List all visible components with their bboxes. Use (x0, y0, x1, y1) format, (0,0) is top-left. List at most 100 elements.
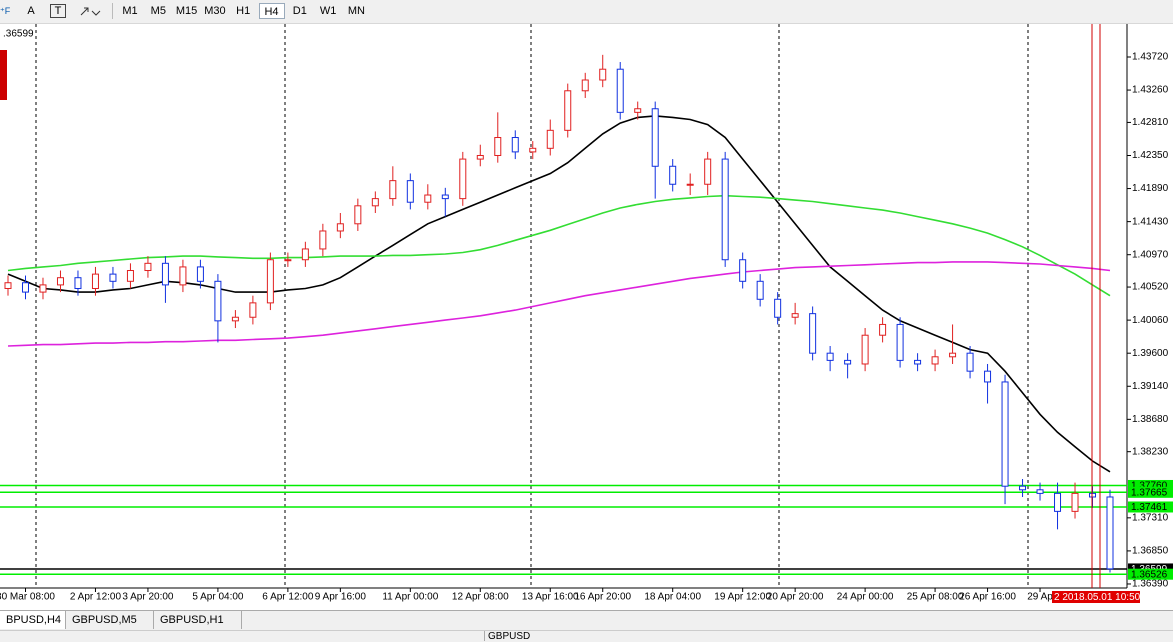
candle-body (319, 230, 327, 250)
candle-body (949, 352, 957, 358)
x-tick-label: 3 Apr 20:00 (122, 592, 174, 603)
x-tick-label: 25 Apr 08:00 (907, 592, 964, 603)
y-tick-label: 1.38230 (1132, 446, 1169, 457)
candle-body (424, 194, 432, 203)
candle-body (144, 262, 152, 272)
candle-body (896, 323, 904, 361)
chart-tab[interactable]: BPUSD,H4 (0, 611, 66, 629)
candle-body (249, 302, 257, 318)
candle-body (634, 108, 642, 113)
y-tick-label: 1.42350 (1132, 150, 1169, 161)
level-label-box (1128, 568, 1173, 580)
period-button[interactable]: M5 (150, 5, 166, 17)
y-tick-label: 1.43720 (1132, 52, 1169, 63)
chart: .36599 1.43720 1.43260 1.42810 1.42350 1.418… (0, 24, 1173, 610)
candle-body (161, 262, 169, 286)
level-label-box (1128, 501, 1173, 513)
candle-body (581, 79, 589, 92)
y-tick-label: 1.41890 (1132, 183, 1169, 194)
period-button[interactable]: D1 (292, 5, 307, 17)
candle-body (529, 147, 537, 153)
moving-average (7, 194, 1111, 297)
y-tick-label: 1.41430 (1132, 216, 1169, 227)
candle-body (371, 198, 379, 207)
candle-body (301, 248, 309, 261)
indicator-icon[interactable]: ⁺F (0, 6, 11, 16)
candle-body (39, 284, 47, 293)
x-tick-label: 16 Apr 20:00 (574, 592, 631, 603)
time-axis (0, 588, 1127, 610)
level-label-box (1128, 479, 1173, 491)
candle-body (826, 352, 834, 361)
x-tick-label: 20 Apr 20:00 (767, 592, 824, 603)
candle-body (1001, 381, 1009, 487)
plot-area (0, 24, 1127, 588)
level-label: 1.36526 (1131, 569, 1168, 580)
candle-body (196, 266, 204, 282)
period-button[interactable]: H1 (236, 5, 251, 17)
y-tick-label: 1.37310 (1132, 512, 1169, 523)
candle-body (511, 137, 519, 153)
candle-body (1036, 489, 1044, 494)
candle-body (599, 68, 607, 81)
candle-body (389, 180, 397, 200)
candle-body (844, 359, 852, 365)
text-tool[interactable]: A (27, 5, 35, 17)
period-button[interactable]: M30 (204, 5, 226, 17)
moving-average (7, 115, 1111, 473)
candle-body (721, 158, 729, 261)
y-tick-label: 1.42810 (1132, 117, 1169, 128)
chart-tab[interactable]: GBPUSD,H1 (154, 611, 242, 629)
candle-body (231, 316, 239, 322)
candle-body (984, 370, 992, 383)
candle-body (809, 313, 817, 354)
x-tick-label: 19 Apr 12:00 (714, 592, 771, 603)
y-tick-label: 1.36850 (1132, 546, 1169, 557)
period-button[interactable]: MN (347, 5, 365, 17)
level-label: 1.37760 (1131, 481, 1168, 492)
y-tick-label: 1.36390 (1132, 579, 1169, 590)
candle-body (441, 194, 449, 200)
candle-body (879, 323, 887, 336)
arrow-tool[interactable] (78, 3, 104, 19)
period-button[interactable]: H4 (258, 3, 285, 19)
moving-average (7, 261, 1111, 347)
candle-body (284, 259, 292, 262)
candle-body (1106, 496, 1114, 570)
candle-body (476, 154, 484, 160)
x-tick-label: 18 Apr 04:00 (644, 592, 701, 603)
candle-body (616, 68, 624, 113)
candle-body (791, 313, 799, 318)
chart-tab[interactable]: GBPUSD,M5 (66, 611, 154, 629)
period-button[interactable]: M15 (175, 5, 198, 17)
candle-body (214, 280, 222, 322)
candle-body (406, 180, 414, 203)
candle-body (564, 90, 572, 131)
period-button[interactable]: M1 (122, 5, 138, 17)
trade-panel[interactable] (0, 50, 7, 100)
candle-body (686, 183, 694, 186)
candle-body (966, 352, 974, 372)
y-tick-label: 1.39140 (1132, 381, 1169, 392)
y-tick-label: 1.40060 (1132, 315, 1169, 326)
candle-body (546, 129, 554, 149)
period-button[interactable]: W1 (319, 5, 337, 17)
candle-body (126, 270, 134, 282)
candle-body (739, 259, 747, 282)
status-bar: GBPUSD (0, 630, 1173, 642)
y-tick-label: 1.39600 (1132, 348, 1169, 359)
separator (112, 3, 113, 19)
time-label-box (1052, 591, 1140, 603)
x-tick-label: 13 Apr 16:00 (522, 592, 579, 603)
x-tick-label: 9 Apr 16:00 (315, 592, 367, 603)
candle-body (756, 280, 764, 300)
label-tool[interactable]: T (50, 4, 66, 18)
candle-body (774, 298, 782, 318)
candle-body (1071, 492, 1079, 512)
x-tick-label: 6 Apr 12:00 (262, 592, 314, 603)
y-tick-label: 1.40520 (1132, 282, 1169, 293)
candle-body (1019, 485, 1027, 491)
candle-body (354, 205, 362, 225)
candle-body (91, 273, 99, 289)
